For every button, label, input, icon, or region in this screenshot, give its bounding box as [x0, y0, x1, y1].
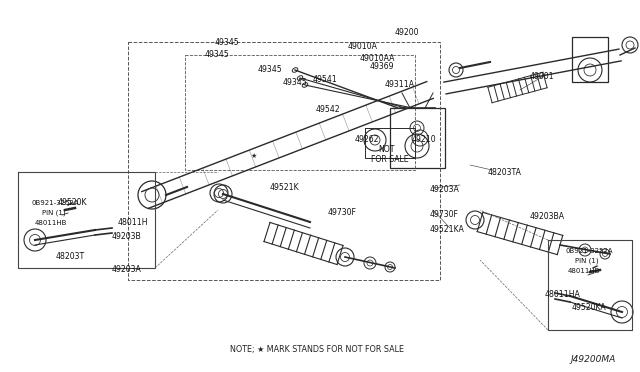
Text: 49345: 49345 [205, 50, 230, 59]
Text: 49542: 49542 [316, 105, 340, 114]
Text: FOR SALE: FOR SALE [371, 155, 408, 164]
Text: 49345: 49345 [283, 78, 308, 87]
Text: 49203A: 49203A [430, 185, 460, 194]
Text: 49311A: 49311A [385, 80, 415, 89]
Text: 49730F: 49730F [430, 210, 459, 219]
Text: PIN (1): PIN (1) [575, 258, 598, 264]
Text: 0B921-3252A: 0B921-3252A [32, 200, 79, 206]
Text: 49521KA: 49521KA [430, 225, 465, 234]
Text: 49010A: 49010A [348, 42, 378, 51]
Text: 49345: 49345 [258, 65, 283, 74]
Text: ★: ★ [250, 153, 257, 159]
Text: 49345: 49345 [215, 38, 239, 47]
Text: 49520K: 49520K [58, 198, 88, 207]
Text: 49203BA: 49203BA [530, 212, 565, 221]
Text: 49010AA: 49010AA [360, 54, 396, 63]
Text: NOT: NOT [378, 145, 394, 154]
Text: 48011HB: 48011HB [35, 220, 67, 226]
Text: PIN (1): PIN (1) [42, 210, 66, 217]
Text: 49541: 49541 [313, 75, 338, 84]
Text: 49200: 49200 [395, 28, 419, 37]
Text: 49203A: 49203A [112, 265, 141, 274]
Text: 0B921-3252A: 0B921-3252A [565, 248, 612, 254]
Text: 49262: 49262 [355, 135, 380, 144]
Text: 49520KA: 49520KA [572, 303, 607, 312]
Text: NOTE; ★ MARK STANDS FOR NOT FOR SALE: NOTE; ★ MARK STANDS FOR NOT FOR SALE [230, 345, 404, 354]
Text: 48011HA: 48011HA [545, 290, 580, 299]
Text: 48203TA: 48203TA [488, 168, 522, 177]
Text: 48011H: 48011H [118, 218, 148, 227]
Text: J49200MA: J49200MA [570, 355, 615, 364]
Text: 49369: 49369 [370, 62, 394, 71]
Text: 49001: 49001 [530, 72, 555, 81]
Text: 49210: 49210 [412, 135, 436, 144]
Text: 48011HB: 48011HB [568, 268, 600, 274]
Text: 49203B: 49203B [112, 232, 141, 241]
Text: 49521K: 49521K [270, 183, 300, 192]
Text: 49730F: 49730F [328, 208, 357, 217]
Text: 48203T: 48203T [56, 252, 85, 261]
